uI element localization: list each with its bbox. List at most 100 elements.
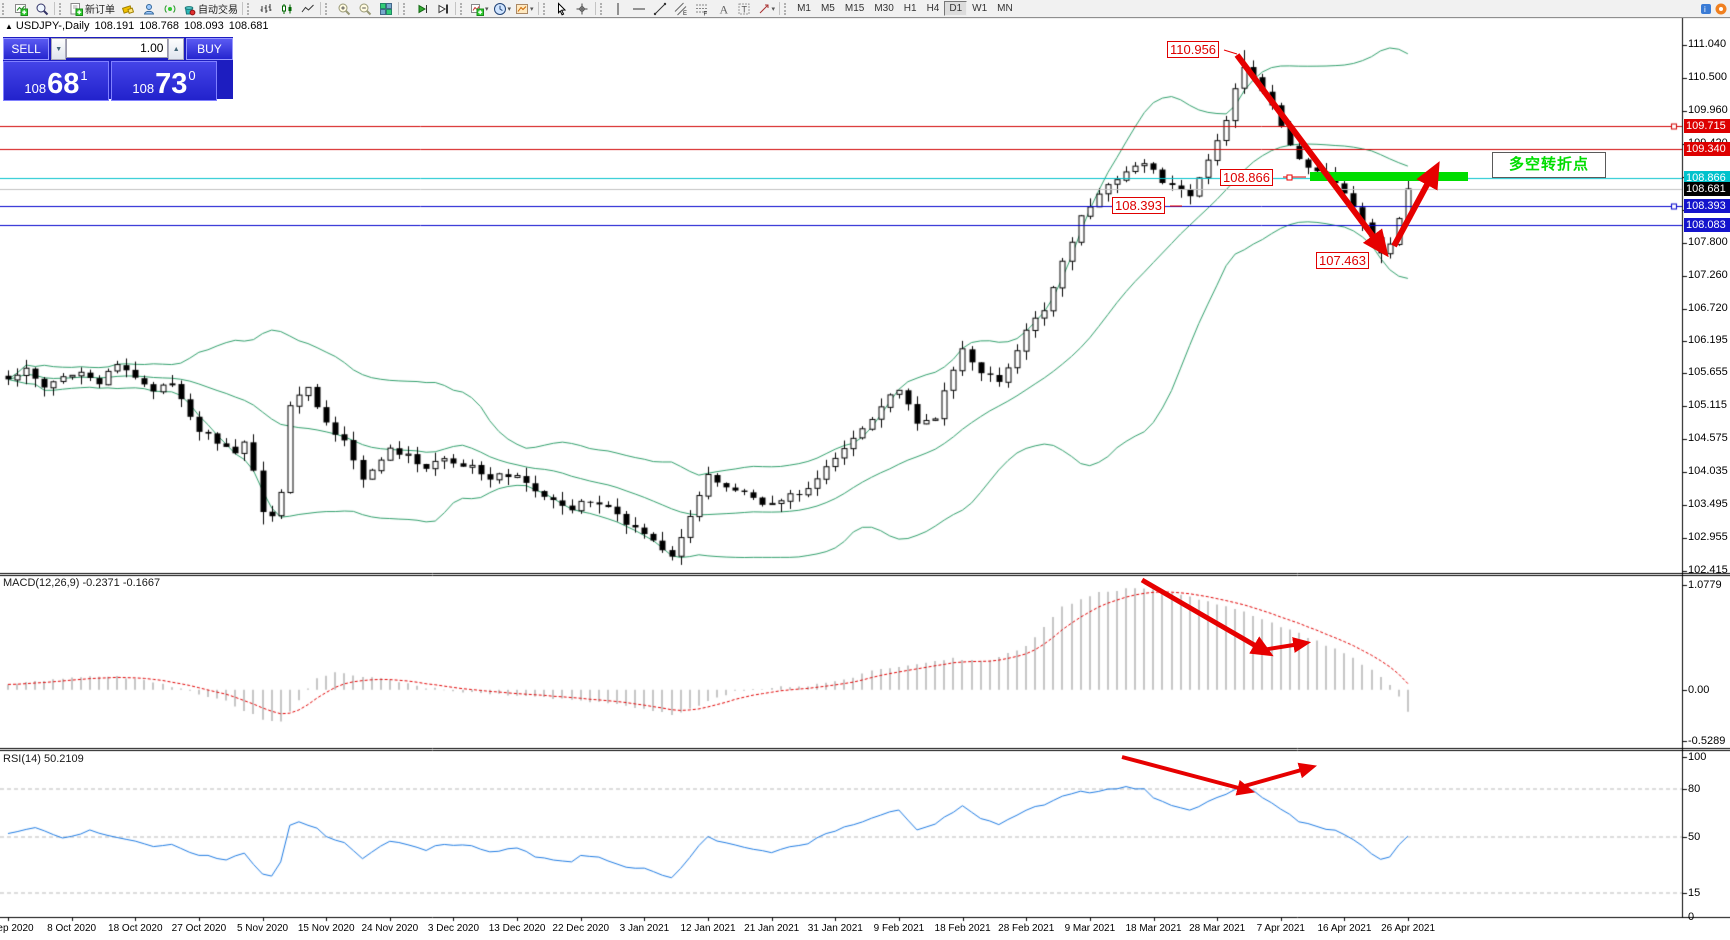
symbol-ohlc-bar: ▲ USDJPY-,Daily 108.191 108.768 108.093 108.6… bbox=[5, 20, 274, 32]
profile-icon bbox=[142, 2, 156, 16]
macd-tick-label: -0.5289 bbox=[1688, 734, 1726, 747]
sell-price-display[interactable]: 108 68 1 bbox=[3, 61, 109, 101]
timeframe-w1-button[interactable]: W1 bbox=[972, 3, 988, 14]
rsi-tick-label: 15 bbox=[1688, 887, 1701, 899]
toolbar-grip bbox=[2, 2, 7, 15]
crosshair-icon bbox=[575, 2, 589, 16]
search-button[interactable] bbox=[31, 0, 52, 17]
price-badge: 108.393 bbox=[1684, 199, 1730, 214]
price-tick-label: 102.415 bbox=[1688, 564, 1728, 577]
text-button[interactable]: A bbox=[713, 0, 734, 17]
high-value: 108.768 bbox=[139, 20, 180, 32]
new-chart-button[interactable] bbox=[10, 0, 31, 17]
price-tick-label: 107.800 bbox=[1688, 235, 1728, 248]
shapes-button[interactable]: ▾ bbox=[755, 0, 778, 17]
lot-size-input[interactable] bbox=[66, 38, 169, 58]
candles-icon bbox=[280, 2, 294, 16]
timeframe-h1-button[interactable]: H1 bbox=[903, 3, 917, 14]
notification-icon[interactable] bbox=[1715, 2, 1727, 20]
price-badge: 109.715 bbox=[1684, 118, 1730, 133]
zoom-out-icon bbox=[358, 2, 372, 16]
new-order-label: 新订单 bbox=[85, 5, 115, 16]
toolbar: 新订单 自动交易 ▾ ▾ ▾ E F A T ▾ M1 M5 M15 M30 H1 H4 D1 W1 MN bbox=[0, 0, 1730, 18]
rsi-tick-label: 0 bbox=[1688, 911, 1695, 923]
autotrade-button[interactable]: 自动交易 bbox=[180, 0, 240, 17]
hline-button[interactable] bbox=[629, 0, 650, 17]
timeframe-mn-button[interactable]: MN bbox=[997, 3, 1013, 14]
signal-button[interactable] bbox=[159, 0, 180, 17]
timeframe-m1-button[interactable]: M1 bbox=[797, 3, 811, 14]
price-tick-label: 103.495 bbox=[1688, 498, 1728, 511]
price-tick-label: 105.115 bbox=[1688, 399, 1727, 412]
zoom-in-button[interactable] bbox=[333, 0, 354, 17]
template-button[interactable]: ▾ bbox=[513, 0, 536, 17]
vline-button[interactable] bbox=[608, 0, 629, 17]
linechart-icon bbox=[301, 2, 315, 16]
lot-increase-button[interactable]: ▲ bbox=[168, 38, 184, 60]
indicators-button[interactable]: ▾ bbox=[468, 0, 491, 17]
toolbar-grip bbox=[460, 2, 465, 15]
info-icon[interactable]: i bbox=[1700, 2, 1712, 20]
price-tick-label: 106.720 bbox=[1688, 301, 1728, 314]
autoscroll-button[interactable] bbox=[411, 0, 432, 17]
cursor-button[interactable] bbox=[551, 0, 572, 17]
date-label: 13 Dec 2020 bbox=[488, 923, 546, 934]
tile-button[interactable] bbox=[375, 0, 396, 17]
date-label: 15 Nov 2020 bbox=[297, 923, 355, 934]
date-label: 28 Feb 2021 bbox=[998, 923, 1055, 934]
sell-button[interactable]: SELL bbox=[3, 38, 50, 60]
fibo-icon: F bbox=[695, 2, 709, 16]
autotrade-label: 自动交易 bbox=[198, 5, 238, 16]
channel-button[interactable]: E bbox=[671, 0, 692, 17]
timeframe-m30-button[interactable]: M30 bbox=[874, 3, 894, 14]
periods-button[interactable]: ▾ bbox=[491, 0, 514, 17]
profile-button[interactable] bbox=[138, 0, 159, 17]
bars-button[interactable] bbox=[255, 0, 276, 17]
fibo-button[interactable]: F bbox=[692, 0, 713, 17]
timeframe-m5-button[interactable]: M5 bbox=[820, 3, 835, 14]
annotation-note-box[interactable]: 多空转折点 bbox=[1492, 152, 1606, 178]
shift-button[interactable] bbox=[432, 0, 453, 17]
support-zone-rect[interactable] bbox=[1310, 172, 1468, 181]
rsi-tick-label: 80 bbox=[1688, 783, 1701, 795]
symbol-name: USDJPY-,Daily bbox=[15, 20, 90, 32]
open-value: 108.191 bbox=[94, 20, 135, 32]
date-label: 16 Apr 2021 bbox=[1317, 923, 1372, 934]
eraser-button[interactable] bbox=[117, 0, 138, 17]
corner-icons: i bbox=[1700, 2, 1727, 20]
price-annotation-label[interactable]: 108.393 bbox=[1112, 197, 1165, 214]
eraser-icon bbox=[121, 2, 135, 16]
tile-icon bbox=[379, 2, 393, 16]
linechart-button[interactable] bbox=[297, 0, 318, 17]
date-label: 8 Oct 2020 bbox=[47, 923, 97, 934]
chevron-down-icon: ▾ bbox=[507, 5, 512, 13]
zoom-out-button[interactable] bbox=[354, 0, 375, 17]
label-button[interactable]: T bbox=[734, 0, 755, 17]
lot-decrease-button[interactable]: ▼ bbox=[50, 38, 67, 60]
collapse-panel-icon[interactable]: ▲ bbox=[5, 22, 13, 31]
timeframe-h4-button[interactable]: H4 bbox=[926, 3, 940, 14]
new-order-button[interactable]: 新订单 bbox=[67, 0, 117, 17]
crosshair-button[interactable] bbox=[572, 0, 593, 17]
search-icon bbox=[35, 2, 49, 16]
buy-button[interactable]: BUY bbox=[185, 38, 233, 60]
date-label: 24 Nov 2020 bbox=[361, 923, 419, 934]
toolbar-separator bbox=[54, 2, 55, 15]
price-annotation-label[interactable]: 110.956 bbox=[1167, 41, 1220, 58]
price-tick-label: 104.575 bbox=[1688, 432, 1728, 445]
price-annotation-label[interactable]: 108.866 bbox=[1220, 169, 1273, 186]
candles-button[interactable] bbox=[276, 0, 297, 17]
date-label: 9 Mar 2021 bbox=[1064, 923, 1116, 934]
chevron-down-icon: ▾ bbox=[771, 5, 776, 13]
rsi-tick-label: 100 bbox=[1688, 751, 1707, 763]
trendline-button[interactable] bbox=[650, 0, 671, 17]
price-annotation-label[interactable]: 107.463 bbox=[1316, 252, 1369, 269]
price-tick-label: 104.035 bbox=[1688, 465, 1728, 478]
toolbar-separator bbox=[242, 2, 243, 15]
timeframe-d1-button[interactable]: D1 bbox=[944, 1, 968, 16]
timeframe-m15-button[interactable]: M15 bbox=[844, 3, 865, 14]
date-label: 28 Mar 2021 bbox=[1189, 923, 1246, 934]
buy-price-display[interactable]: 108 73 0 bbox=[111, 61, 217, 101]
